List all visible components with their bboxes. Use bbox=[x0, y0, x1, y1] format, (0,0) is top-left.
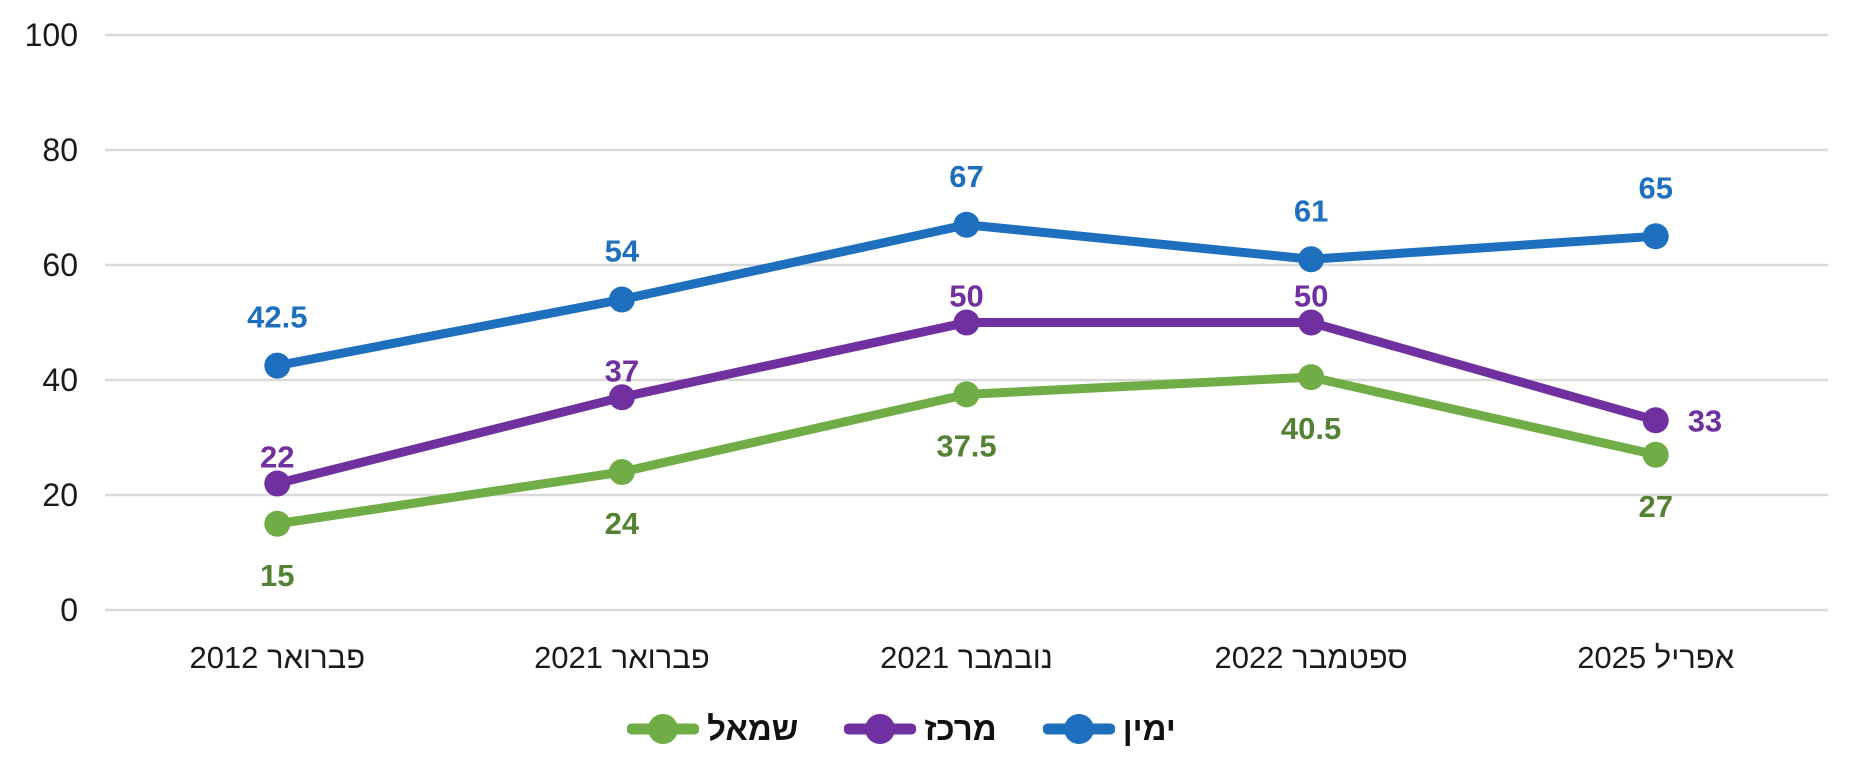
data-label-right-2: 67 bbox=[949, 159, 983, 194]
data-label-center-1: 37 bbox=[605, 353, 639, 388]
y-axis-tick-label: 40 bbox=[42, 362, 78, 398]
x-axis-category-label: אפריל 2025 bbox=[1577, 640, 1735, 675]
legend-item-left: שמאל bbox=[627, 710, 798, 748]
legend-marker-right bbox=[1042, 714, 1115, 744]
legend-label-left: שמאל bbox=[707, 710, 799, 747]
data-point-left-1 bbox=[608, 459, 635, 485]
y-axis-tick-label: 100 bbox=[25, 17, 78, 53]
data-label-center-0: 22 bbox=[260, 440, 294, 475]
data-point-center-4 bbox=[1642, 407, 1669, 434]
data-label-center-4: 33 bbox=[1688, 403, 1722, 438]
y-axis-tick-label: 20 bbox=[42, 477, 78, 513]
data-point-center-3 bbox=[1298, 309, 1325, 336]
legend-dot-icon bbox=[648, 714, 679, 744]
legend-item-right: ימין bbox=[1042, 710, 1176, 748]
chart-legend: שמאל מרכז ימין bbox=[0, 710, 1833, 748]
x-axis-category-label: פברואר 2021 bbox=[534, 640, 710, 675]
legend-label-center: מרכז bbox=[924, 710, 997, 747]
legend-marker-center bbox=[844, 714, 917, 744]
data-label-left-2: 37.5 bbox=[936, 428, 996, 463]
line-chart: 0 20 40 60 80 100 פברואר 2012 פברואר 2021 נובמבר… bbox=[25, 17, 1828, 675]
data-point-center-0 bbox=[264, 470, 291, 497]
legend-dot-icon bbox=[865, 714, 896, 744]
data-point-left-4 bbox=[1642, 441, 1669, 468]
data-point-center-1 bbox=[608, 384, 635, 411]
data-label-left-0: 15 bbox=[260, 558, 294, 593]
data-label-left-1: 24 bbox=[605, 506, 640, 541]
data-label-right-3: 61 bbox=[1294, 193, 1328, 228]
data-point-right-1 bbox=[608, 286, 635, 313]
data-point-right-4 bbox=[1642, 223, 1669, 250]
data-point-left-2 bbox=[953, 381, 980, 408]
data-point-left-0 bbox=[264, 510, 291, 537]
legend-label-right: ימין bbox=[1122, 710, 1176, 747]
legend-marker-left bbox=[627, 714, 700, 744]
data-point-right-2 bbox=[953, 211, 980, 238]
x-axis-category-label: ספטמבר 2022 bbox=[1215, 640, 1408, 675]
data-label-left-4: 27 bbox=[1638, 489, 1672, 524]
data-point-right-0 bbox=[264, 352, 291, 379]
legend-dot-icon bbox=[1063, 714, 1094, 744]
data-label-center-2: 50 bbox=[949, 279, 983, 314]
data-point-right-3 bbox=[1298, 246, 1325, 273]
data-label-right-1: 54 bbox=[605, 234, 640, 269]
x-axis-category-label: נובמבר 2021 bbox=[880, 640, 1053, 675]
y-axis-tick-label: 60 bbox=[42, 247, 78, 283]
y-axis-tick-label: 80 bbox=[42, 132, 78, 168]
data-label-right-4: 65 bbox=[1638, 170, 1672, 205]
data-point-center-2 bbox=[953, 309, 980, 336]
data-label-right-0: 42.5 bbox=[247, 300, 307, 335]
legend-item-center: מרכז bbox=[844, 710, 997, 748]
data-label-center-3: 50 bbox=[1294, 279, 1328, 314]
y-axis-tick-label: 0 bbox=[60, 592, 78, 628]
data-label-left-3: 40.5 bbox=[1281, 411, 1341, 446]
x-axis-category-label: פברואר 2012 bbox=[189, 640, 365, 675]
data-point-left-3 bbox=[1298, 364, 1325, 391]
